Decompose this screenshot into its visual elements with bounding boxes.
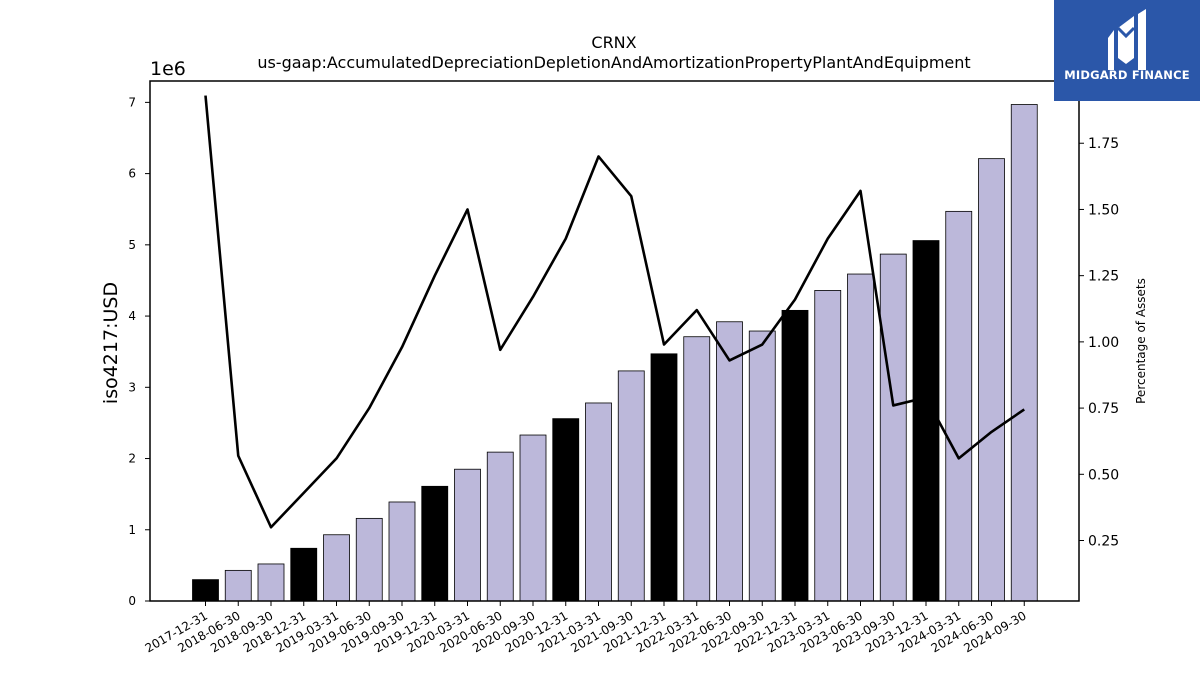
y-axis-label: iso4217:USD bbox=[100, 282, 122, 404]
bar-2022-12-31 bbox=[781, 309, 809, 602]
y-tick-label: 6 bbox=[128, 167, 136, 181]
y2-tick-label: 1.75 bbox=[1088, 136, 1119, 152]
brand-name: MIDGARD FINANCE bbox=[1064, 68, 1190, 82]
bar-2023-09-30 bbox=[879, 253, 907, 602]
bar-2018-06-30 bbox=[224, 569, 252, 602]
midgard-finance-logo: MIDGARD FINANCE bbox=[1054, 0, 1200, 101]
bar-2019-06-30 bbox=[355, 517, 383, 602]
y-tick-label: 2 bbox=[128, 452, 136, 466]
bars-group bbox=[192, 104, 1038, 602]
bar-2022-09-30 bbox=[748, 330, 776, 602]
percentage-of-assets-line bbox=[204, 95, 1025, 529]
y-tick-label: 4 bbox=[128, 309, 136, 323]
bar-2019-12-31 bbox=[421, 485, 449, 602]
bar-2023-03-31 bbox=[814, 290, 842, 602]
y-tick-label: 1 bbox=[128, 523, 136, 537]
bar-2018-09-30 bbox=[257, 563, 285, 602]
bar-2017-12-31 bbox=[192, 579, 219, 602]
bar-2023-06-30 bbox=[847, 273, 874, 602]
bar-2021-03-31 bbox=[585, 402, 612, 602]
bar-2024-06-30 bbox=[978, 158, 1005, 602]
y-tick-label: 3 bbox=[128, 380, 136, 394]
bar-2019-09-30 bbox=[388, 501, 416, 602]
y-tick-label: 7 bbox=[128, 95, 136, 109]
y2-tick-label: 1.00 bbox=[1088, 335, 1119, 351]
bar-2021-12-31 bbox=[650, 353, 678, 602]
y2-tick-label: 1.50 bbox=[1088, 202, 1119, 218]
bar-2021-09-30 bbox=[617, 370, 645, 602]
y2-tick-label: 0.25 bbox=[1088, 534, 1119, 550]
y-axis-offset-label: 1e6 bbox=[150, 58, 186, 80]
midgard-m-logo-icon bbox=[1054, 0, 1200, 101]
bar-2022-03-31 bbox=[683, 336, 711, 602]
y2-axis-label: Percentage of Assets bbox=[1134, 278, 1148, 404]
bar-2024-03-31 bbox=[945, 210, 973, 602]
bar-2024-09-30 bbox=[1010, 104, 1038, 602]
bar-2020-06-30 bbox=[486, 451, 514, 602]
bar-2020-09-30 bbox=[519, 434, 547, 602]
line-group bbox=[204, 95, 1025, 529]
y-tick-label: 0 bbox=[128, 594, 136, 608]
y2-tick-label: 1.25 bbox=[1088, 269, 1119, 285]
chart-title: CRNX bbox=[591, 33, 636, 52]
plot-frame bbox=[149, 80, 1080, 602]
bar-2022-06-30 bbox=[716, 321, 743, 602]
bar-2018-12-31 bbox=[290, 547, 318, 602]
y2-tick-label: 0.50 bbox=[1088, 467, 1119, 483]
bar-2020-12-31 bbox=[552, 418, 580, 602]
y2-tick-label: 0.75 bbox=[1088, 401, 1119, 417]
bar-2023-12-31 bbox=[912, 240, 940, 602]
y-tick-label: 5 bbox=[128, 238, 136, 252]
bar-2020-03-31 bbox=[454, 468, 481, 602]
chart-subtitle: us-gaap:AccumulatedDepreciationDepletion… bbox=[257, 53, 970, 72]
bar-2019-03-31 bbox=[323, 534, 350, 602]
